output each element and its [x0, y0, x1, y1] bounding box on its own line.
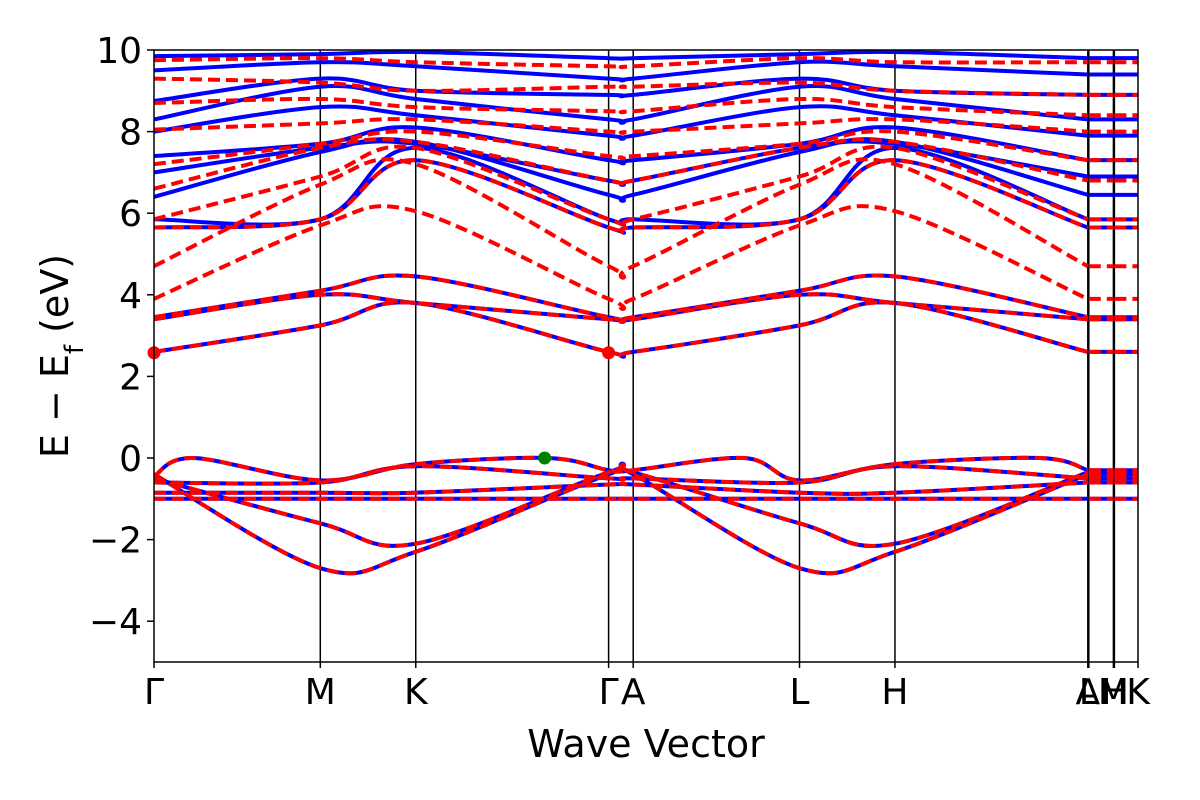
- y-tick-label: −2: [89, 521, 142, 562]
- spin-down-band: [154, 117, 1088, 135]
- y-tick-label: 10: [96, 31, 142, 72]
- x-tick-label: K: [404, 672, 429, 713]
- x-tick-label: H: [1101, 672, 1128, 713]
- x-tick-label: M: [1098, 672, 1129, 713]
- y-axis-label: E − Ef (eV): [33, 254, 90, 458]
- spin-up-band: [154, 50, 1088, 61]
- y-tick-label: 8: [119, 113, 142, 154]
- y-tick-label: 6: [119, 194, 142, 235]
- spin-up-band: [154, 104, 1089, 141]
- spin-up-band: [154, 125, 1089, 166]
- x-tick-label: L: [789, 672, 809, 713]
- spin-down-band: [154, 158, 1089, 235]
- y-axis-label-unit: (eV): [33, 254, 77, 345]
- x-tick-label: A: [1075, 672, 1100, 713]
- spin-down-band: [154, 300, 1089, 359]
- spin-down-band: [154, 273, 1089, 324]
- y-tick-label: −4: [89, 602, 142, 643]
- spin-down-band: [154, 137, 1089, 191]
- spin-down-band: [154, 462, 1089, 548]
- spin-down-band: [154, 129, 1089, 167]
- spin-down-band: [154, 96, 1088, 118]
- x-tick-label: A: [621, 672, 646, 713]
- spin-up-band: [154, 59, 1088, 83]
- spin-down-band: [154, 204, 1089, 311]
- x-tick-label: M: [305, 672, 336, 713]
- spin-down-band: [154, 461, 1089, 576]
- y-axis-label-subscript: f: [60, 344, 90, 354]
- x-tick-label: Γ: [144, 672, 164, 713]
- spin-down-band: [154, 464, 1088, 486]
- spin-down-band: [154, 292, 1088, 324]
- x-ticks: Γ M K Γ A L H AL MHK: [144, 662, 1151, 713]
- kpath-lines: [319, 50, 1116, 662]
- y-tick-label: 0: [119, 439, 142, 480]
- band-edge-marker: [602, 346, 616, 360]
- spin-down-band: [154, 455, 1089, 483]
- band-edge-markers: [147, 346, 616, 465]
- spin-down-band: [154, 480, 1088, 496]
- spin-down-band: [154, 157, 1089, 280]
- x-tick-label: H: [881, 672, 908, 713]
- spin-up-band: [154, 84, 1089, 125]
- band-lines: [154, 50, 1138, 576]
- band-edge-marker: [538, 451, 552, 465]
- y-tick-label: 2: [119, 357, 142, 398]
- spin-down-band: [154, 76, 1088, 97]
- spin-down-band: [154, 56, 1088, 70]
- plot-frame: [153, 49, 1139, 663]
- x-tick-label: L: [1079, 672, 1099, 713]
- y-axis-label-main: E − E: [33, 354, 77, 458]
- x-axis-label: Wave Vector: [527, 722, 765, 766]
- x-tick-label: K: [1126, 672, 1151, 713]
- y-tick-label: 4: [119, 276, 142, 317]
- x-tick-label: Γ: [599, 672, 619, 713]
- y-ticks: −4 −2 0 2 4 6 8 10: [89, 31, 154, 643]
